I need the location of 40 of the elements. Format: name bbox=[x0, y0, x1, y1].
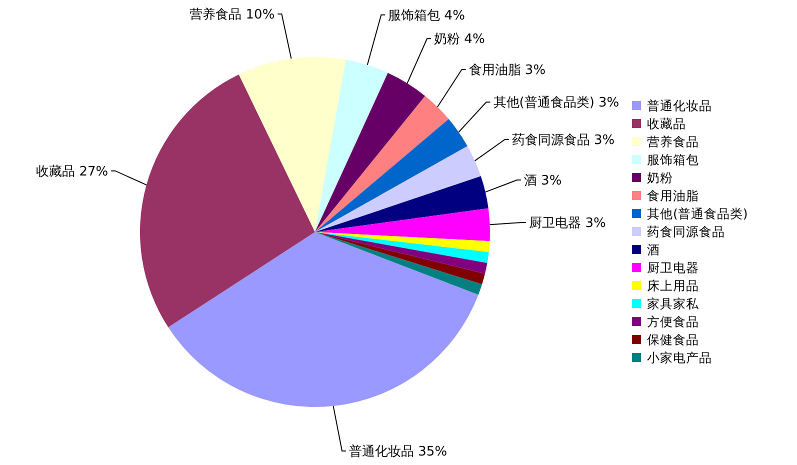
legend-label: 厨卫电器 bbox=[647, 260, 699, 275]
pie-slice bbox=[315, 176, 488, 232]
category-label: 厨卫电器 3% bbox=[529, 216, 606, 231]
pie-slice bbox=[168, 232, 478, 407]
legend-label: 营养食品 bbox=[647, 134, 699, 149]
legend-label: 其他(普通食品类) bbox=[647, 206, 748, 221]
legend-label: 小家电产品 bbox=[647, 350, 712, 365]
pie-slice bbox=[315, 232, 485, 284]
legend-label: 保健食品 bbox=[647, 332, 699, 347]
pie-slice bbox=[315, 96, 449, 232]
category-label: 食用油脂 3% bbox=[468, 62, 546, 78]
pie-slice bbox=[315, 146, 481, 232]
legend-label: 食用油脂 bbox=[647, 188, 699, 203]
pie-slice bbox=[315, 208, 490, 242]
category-label: 药食同源食品 3% bbox=[512, 132, 615, 148]
pie-slice bbox=[315, 119, 468, 232]
legend-label: 酒 bbox=[647, 242, 660, 257]
pie-slice bbox=[315, 60, 388, 232]
legend-label: 奶粉 bbox=[647, 170, 673, 185]
pie-slice bbox=[315, 72, 426, 232]
category-label: 营养食品 10% bbox=[190, 8, 275, 22]
pie-slice bbox=[140, 74, 315, 328]
legend-label: 药食同源食品 bbox=[647, 224, 725, 239]
pie-slice bbox=[315, 232, 482, 295]
category-label: 收藏品 27% bbox=[36, 164, 108, 180]
pie-slice bbox=[315, 232, 488, 274]
legend-label: 服饰箱包 bbox=[647, 152, 699, 167]
category-label: 其他(普通食品类) 3% bbox=[493, 96, 620, 111]
legend-label: 普通化妆品 bbox=[647, 98, 712, 113]
legend-label: 收藏品 bbox=[647, 116, 686, 131]
pie-slice bbox=[315, 232, 489, 263]
category-label: 服饰箱包 4% bbox=[388, 8, 465, 24]
category-label: 奶粉 4% bbox=[434, 32, 485, 48]
category-label: 普通化妆品 35% bbox=[349, 444, 448, 460]
pie-slice bbox=[238, 57, 346, 232]
legend-label: 床上用品 bbox=[647, 278, 699, 293]
pie-slice bbox=[315, 232, 490, 252]
legend-label: 方便食品 bbox=[647, 314, 699, 329]
legend-label: 家具家私 bbox=[647, 296, 700, 311]
category-label: 酒 3% bbox=[524, 174, 562, 189]
